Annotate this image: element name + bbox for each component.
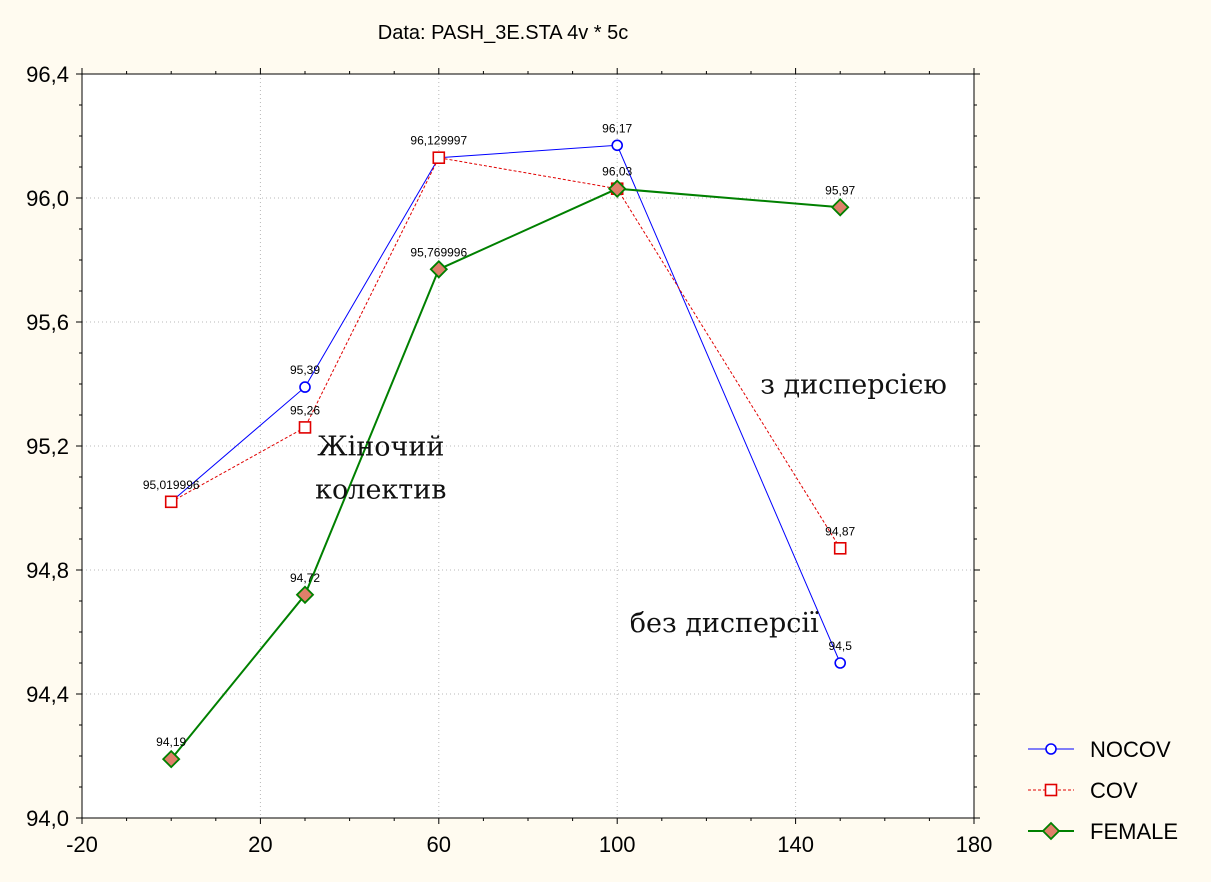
- data-point-nocov: [299, 381, 311, 393]
- x-tick-label: 180: [956, 832, 993, 857]
- data-point-nocov: [611, 139, 624, 152]
- grid-layer: [82, 74, 974, 818]
- axes-layer: -20 20 60 100 140 180 94,0 94,4 94,8 95,2 95,6 96,0…: [26, 62, 992, 857]
- legend-label-female: FEMALE: [1090, 819, 1178, 844]
- chart-annotation: без дисперсії: [630, 608, 819, 639]
- data-point-female: [161, 749, 181, 769]
- chart-annotation: Жіночий: [317, 431, 444, 462]
- legend-label-cov: COV: [1090, 778, 1138, 803]
- y-tick-label: 96,0: [26, 186, 69, 211]
- data-label-female: 95,97: [825, 183, 855, 197]
- data-point-cov: [432, 151, 446, 165]
- data-point-female: [429, 260, 449, 279]
- annotations-layer: Жіночий колектив з дисперсією без дисперсії: [315, 369, 947, 639]
- series-layer: [161, 139, 850, 769]
- data-label-cov: 95,26: [290, 403, 320, 417]
- chart-annotation: з дисперсією: [760, 369, 947, 400]
- x-tick-label: 140: [777, 832, 814, 857]
- data-label-female: 96,03: [602, 165, 632, 179]
- data-label-female: 94,19: [156, 735, 186, 749]
- chart-annotation: колектив: [315, 475, 446, 506]
- data-point-female: [830, 198, 850, 217]
- y-tick-label: 96,4: [26, 62, 69, 87]
- data-label-cov: 95,019996: [143, 478, 200, 492]
- legend: NOCOV COV FEMALE: [1028, 737, 1178, 844]
- data-label-female: 95,769996: [410, 245, 467, 259]
- legend-marker-nocov: [1045, 743, 1057, 755]
- data-point-female: [607, 179, 627, 198]
- legend-marker-cov: [1044, 783, 1058, 797]
- x-tick-label: 100: [599, 832, 636, 857]
- x-tick-label: 60: [427, 832, 451, 857]
- y-tick-label: 94,8: [26, 558, 69, 583]
- x-tick-label: -20: [66, 832, 98, 857]
- legend-marker-female: [1041, 821, 1061, 841]
- data-point-nocov: [834, 657, 847, 669]
- data-point-cov: [164, 495, 178, 509]
- series-line-cov: [170, 157, 841, 549]
- data-point-cov: [833, 541, 847, 555]
- y-tick-label: 95,2: [26, 434, 69, 459]
- data-point-female: [295, 585, 315, 605]
- data-label-female: 94,72: [290, 571, 320, 585]
- y-tick-label: 94,0: [26, 806, 69, 831]
- y-tick-label: 95,6: [26, 310, 69, 335]
- x-tick-label: 20: [248, 832, 272, 857]
- data-label-cov: 94,87: [825, 524, 855, 538]
- data-label-cov: 96,129997: [410, 134, 467, 148]
- y-tick-label: 94,4: [26, 682, 69, 707]
- legend-label-nocov: NOCOV: [1090, 737, 1171, 762]
- data-label-nocov: 95,39: [290, 363, 320, 377]
- data-label-nocov: 94,5: [829, 639, 853, 653]
- chart-title: Data: PASH_3E.STA 4v * 5c: [378, 22, 629, 44]
- data-point-cov: [298, 421, 312, 434]
- data-labels-layer: 95,39 96,17 94,5 95,019996 95,26 96,129997 94,…: [143, 121, 856, 749]
- data-label-nocov: 96,17: [602, 121, 632, 135]
